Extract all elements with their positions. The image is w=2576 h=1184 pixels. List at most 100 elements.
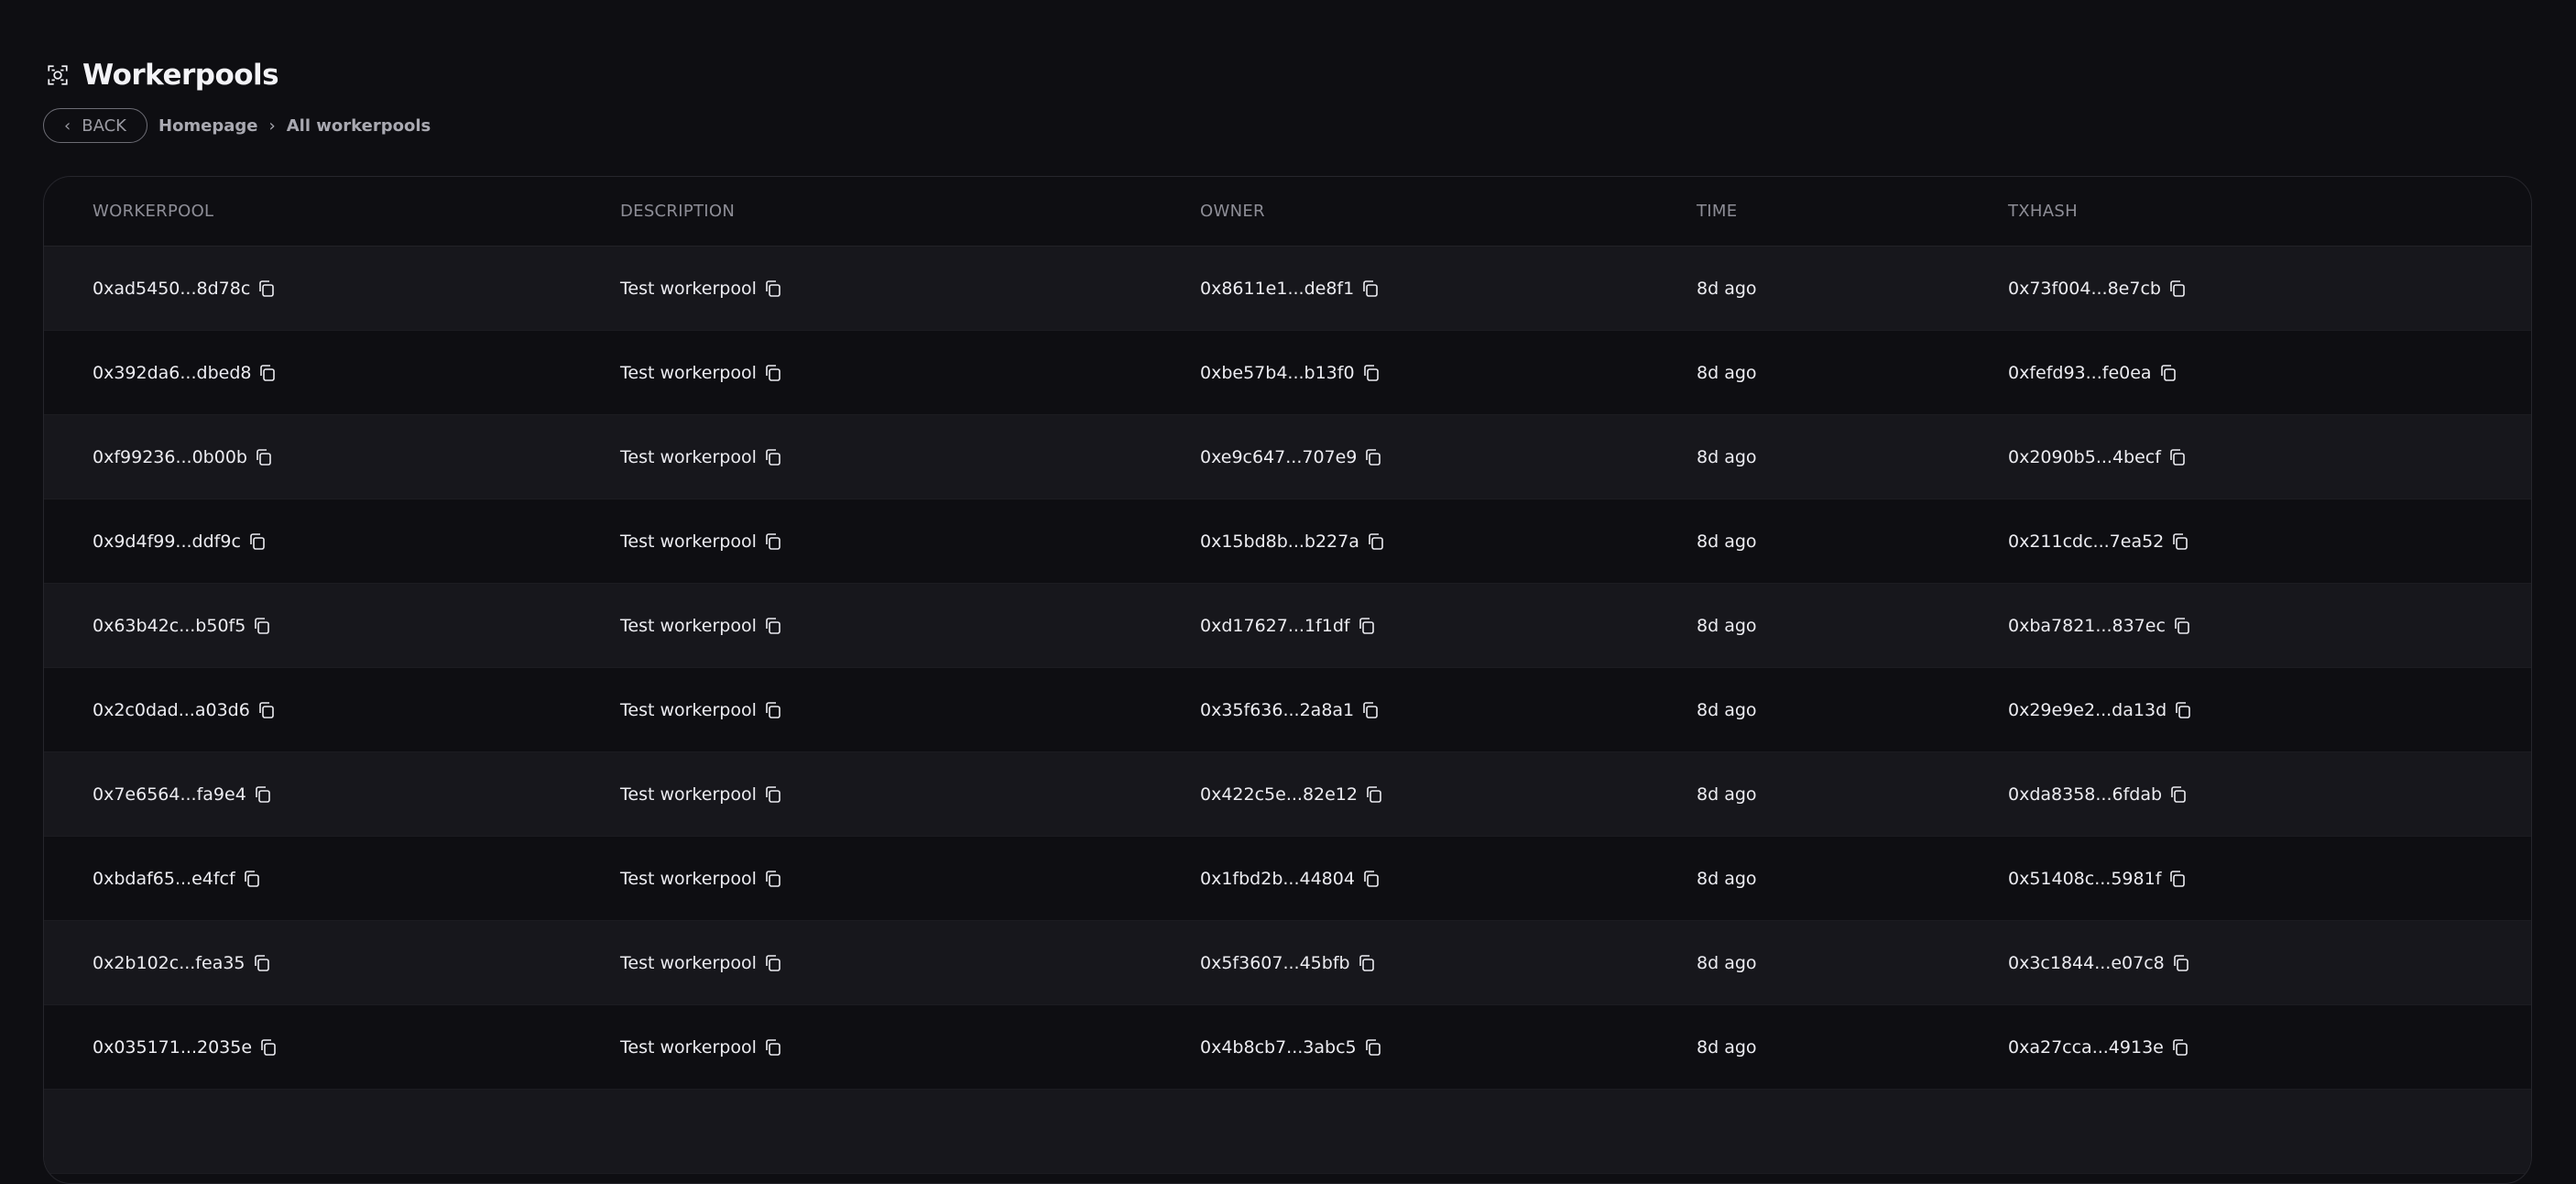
txhash[interactable]: 0x2090b5...4becf [2008,446,2161,467]
workerpool-address[interactable]: 0x035171...2035e [93,1036,253,1058]
txhash[interactable]: 0x3c1844...e07c8 [2008,952,2165,973]
description: Test workerpool [620,531,757,552]
owner-address[interactable]: 0xbe57b4...b13f0 [1200,362,1355,383]
table-row[interactable]: 0x035171...2035e Test workerpool 0x4b8cb7.… [44,1005,2531,1090]
copy-icon[interactable] [1358,954,1376,972]
copy-icon[interactable] [2168,870,2187,888]
copy-icon[interactable] [257,701,276,719]
copy-icon[interactable] [259,1038,278,1057]
owner-address[interactable]: 0x15bd8b...b227a [1200,531,1359,552]
table-row[interactable]: 0x7e6564...fa9e4 Test workerpool 0x422c5e.… [44,752,2531,837]
workerpool-address-cell: 0x7e6564...fa9e4 [93,752,272,836]
copy-icon[interactable] [2169,785,2188,804]
table-row[interactable]: 0x2b102c...fea35 Test workerpool 0x5f3607.… [44,921,2531,1005]
owner-address[interactable]: 0xe9c647...707e9 [1200,446,1358,467]
copy-icon[interactable] [764,532,782,551]
table-row[interactable]: 0xf99236...0b00b Test workerpool 0xe9c647.… [44,415,2531,499]
description-cell: Test workerpool [620,415,782,499]
copy-icon[interactable] [2174,701,2192,719]
workerpool-address[interactable]: 0x2b102c...fea35 [93,952,246,973]
breadcrumb-homepage[interactable]: Homepage [158,115,258,136]
copy-icon[interactable] [257,280,276,298]
copy-icon[interactable] [255,448,273,466]
description-cell: Test workerpool [620,247,782,330]
copy-icon[interactable] [764,617,782,635]
txhash[interactable]: 0xda8358...6fdab [2008,784,2163,805]
column-header-txhash: TXHASH [2008,202,2078,221]
workerpool-address[interactable]: 0xad5450...8d78c [93,278,251,299]
workerpool-address-cell: 0x2b102c...fea35 [93,921,271,1004]
table-row[interactable]: 0x63b42c...b50f5 Test workerpool 0xd17627.… [44,584,2531,668]
description: Test workerpool [620,362,757,383]
copy-icon[interactable] [258,364,277,382]
copy-icon[interactable] [1362,870,1381,888]
workerpool-address[interactable]: 0x9d4f99...ddf9c [93,531,241,552]
copy-icon[interactable] [1367,532,1385,551]
copy-icon[interactable] [253,617,271,635]
copy-icon[interactable] [254,785,272,804]
description-cell: Test workerpool [620,584,782,667]
owner-address[interactable]: 0x8611e1...de8f1 [1200,278,1355,299]
copy-icon[interactable] [764,448,782,466]
table-row[interactable]: 0x392da6...dbed8 Test workerpool 0xbe57b4.… [44,331,2531,415]
copy-icon[interactable] [1365,785,1383,804]
workerpool-address[interactable]: 0x63b42c...b50f5 [93,615,246,636]
workerpool-address[interactable]: 0x7e6564...fa9e4 [93,784,246,805]
txhash[interactable]: 0xba7821...837ec [2008,615,2166,636]
copy-icon[interactable] [764,870,782,888]
copy-icon[interactable] [1358,617,1376,635]
txhash[interactable]: 0x73f004...8e7cb [2008,278,2161,299]
owner-address[interactable]: 0x422c5e...82e12 [1200,784,1358,805]
copy-icon[interactable] [1364,1038,1382,1057]
table-row[interactable]: 0xbdaf65...e4fcf Test workerpool 0x1fbd2b.… [44,837,2531,921]
copy-icon[interactable] [1361,701,1380,719]
table-row[interactable]: 0xad5450...8d78c Test workerpool 0x8611e1.… [44,247,2531,331]
table-row[interactable]: 0x9d4f99...ddf9c Test workerpool 0x15bd8b.… [44,499,2531,584]
copy-icon[interactable] [2171,532,2189,551]
workerpool-address[interactable]: 0x392da6...dbed8 [93,362,252,383]
copy-icon[interactable] [2168,448,2187,466]
column-header-owner: OWNER [1200,202,1265,221]
owner-address[interactable]: 0x4b8cb7...3abc5 [1200,1036,1357,1058]
owner-address[interactable]: 0x35f636...2a8a1 [1200,699,1355,720]
copy-icon[interactable] [764,701,782,719]
owner-address-cell: 0x35f636...2a8a1 [1200,668,1380,751]
copy-icon[interactable] [2172,954,2190,972]
copy-icon[interactable] [2159,364,2178,382]
time: 8d ago [1697,952,1757,973]
time: 8d ago [1697,531,1757,552]
txhash[interactable]: 0x29e9e2...da13d [2008,699,2167,720]
copy-icon[interactable] [2171,1038,2189,1057]
copy-icon[interactable] [1362,364,1381,382]
owner-address[interactable]: 0x1fbd2b...44804 [1200,868,1355,889]
description: Test workerpool [620,784,757,805]
workerpool-address-cell: 0x9d4f99...ddf9c [93,499,267,583]
txhash[interactable]: 0xfefd93...fe0ea [2008,362,2152,383]
copy-icon[interactable] [2173,617,2191,635]
workerpool-address[interactable]: 0xbdaf65...e4fcf [93,868,235,889]
copy-icon[interactable] [2168,280,2187,298]
owner-address[interactable]: 0xd17627...1f1df [1200,615,1350,636]
txhash-cell: 0xda8358...6fdab [2008,752,2188,836]
owner-address-cell: 0x8611e1...de8f1 [1200,247,1380,330]
copy-icon[interactable] [1364,448,1382,466]
workerpool-address[interactable]: 0x2c0dad...a03d6 [93,699,250,720]
table-row[interactable]: 0x2c0dad...a03d6 Test workerpool 0x35f636.… [44,668,2531,752]
copy-icon[interactable] [764,954,782,972]
workerpool-address[interactable]: 0xf99236...0b00b [93,446,247,467]
copy-icon[interactable] [764,364,782,382]
txhash[interactable]: 0xa27cca...4913e [2008,1036,2164,1058]
owner-address[interactable]: 0x5f3607...45bfb [1200,952,1350,973]
copy-icon[interactable] [764,280,782,298]
copy-icon[interactable] [764,1038,782,1057]
time-cell: 8d ago [1697,921,1757,1004]
copy-icon[interactable] [253,954,271,972]
txhash[interactable]: 0x211cdc...7ea52 [2008,531,2165,552]
txhash[interactable]: 0x51408c...5981f [2008,868,2162,889]
copy-icon[interactable] [764,785,782,804]
copy-icon[interactable] [1361,280,1380,298]
workerpool-address-cell: 0xad5450...8d78c [93,247,276,330]
copy-icon[interactable] [248,532,267,551]
back-button[interactable]: ‹ BACK [43,108,147,143]
copy-icon[interactable] [243,870,261,888]
